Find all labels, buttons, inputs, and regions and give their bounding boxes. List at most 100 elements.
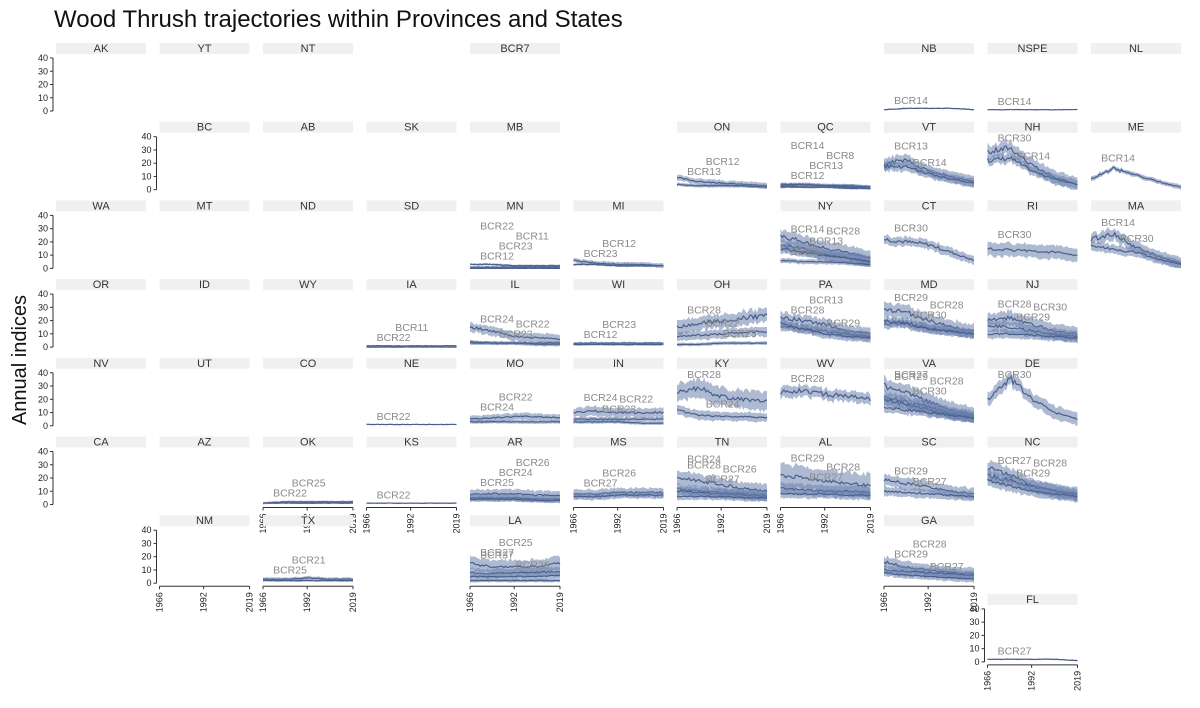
series-label: BCR13: [687, 166, 721, 178]
series-label: BCR28: [1033, 458, 1067, 470]
panel-strip-label: WA: [92, 200, 110, 212]
panel-strip-label: OR: [93, 279, 110, 291]
series-line: [469, 574, 561, 578]
y-tick-label: 40: [38, 368, 48, 378]
panel-strip-label: MO: [506, 358, 524, 370]
series-line: [883, 489, 975, 498]
series-label: BCR22: [499, 392, 533, 404]
panel-ma: MA BCR14 BCR30: [1090, 200, 1182, 269]
y-tick-label: 0: [146, 185, 151, 195]
y-axis-label: Annual indices: [9, 295, 31, 425]
series-label: BCR8: [826, 150, 854, 162]
panel-strip: [573, 200, 664, 212]
panel-strip: [263, 43, 353, 54]
x-tick-label: 1966: [569, 514, 579, 534]
series-label: BCR28: [930, 300, 964, 312]
panel-strip: [677, 279, 767, 291]
panel-strip: [263, 436, 353, 448]
series-ribbon: [884, 233, 974, 266]
series-label: BCR29: [894, 371, 928, 383]
panel-strip: [56, 436, 146, 448]
x-tick-label: 2019: [555, 592, 565, 612]
y-tick-label: 20: [38, 394, 48, 404]
y-tick-label: 30: [38, 66, 48, 76]
series-line: [262, 501, 354, 504]
y-tick-label: 0: [43, 500, 48, 510]
panel-strip-label: CA: [93, 437, 109, 449]
panel-strip-label: ME: [1128, 122, 1145, 134]
panel-strip-label: FL: [1026, 594, 1039, 606]
series-label: BCR26: [516, 457, 550, 469]
series-label: BCR14: [1101, 217, 1135, 229]
series-label: BCR23: [499, 329, 533, 341]
panel-ri: RI BCR30: [987, 200, 1078, 263]
panel-strip: [470, 121, 560, 133]
series-line: [676, 409, 768, 419]
series-label: BCR28: [913, 539, 947, 551]
panel-strip-label: SD: [404, 200, 419, 212]
panel-strip: [987, 43, 1078, 54]
series-label: BCR13: [809, 295, 843, 307]
series-line: [573, 493, 664, 498]
y-tick-label: 30: [38, 460, 48, 470]
series-label: BCR13: [809, 160, 843, 172]
panel-vt: VT BCR13 BCR14: [883, 121, 975, 188]
series-line: [883, 318, 975, 335]
panel-nt: NT: [263, 43, 353, 55]
panel-strip-label: MT: [197, 200, 213, 212]
panel-strip: [677, 357, 767, 369]
panel-or: OR 0 10 20 30 40: [38, 279, 146, 352]
panel-strip: [884, 279, 974, 291]
x-tick-label: 2019: [969, 592, 979, 612]
panel-nm: NM 0 10 20 30 40 1966 1992 2019: [141, 515, 255, 612]
series-line: [262, 577, 354, 581]
y-tick-label: 40: [38, 210, 48, 220]
series-ribbon: [884, 401, 974, 423]
series-label: BCR23: [499, 241, 533, 253]
series-line: [883, 163, 975, 184]
series-line: [469, 263, 561, 267]
series-line: [676, 183, 768, 188]
panel-strip: [56, 200, 146, 212]
panel-strip: [1091, 200, 1181, 212]
panel-yt: YT: [159, 43, 250, 55]
panel-ab: AB: [263, 121, 353, 134]
series-line: [883, 568, 975, 576]
series-label: BCR22: [619, 394, 653, 406]
panel-strip-label: KS: [404, 437, 419, 449]
panel-strip-label: NY: [818, 200, 834, 212]
series-ribbon: [470, 321, 560, 345]
y-tick-label: 10: [969, 644, 979, 654]
series-line: [469, 492, 561, 497]
series-label: BCR30: [791, 246, 825, 258]
y-tick-label: 30: [38, 302, 48, 312]
panel-strip: [884, 43, 974, 54]
series-label: BCR14: [913, 157, 947, 169]
series-label: BCR13: [894, 140, 928, 152]
x-tick-label: 1992: [923, 592, 933, 612]
y-tick-label: 0: [43, 263, 48, 273]
series-label: BCR27: [930, 561, 964, 573]
series-label: BCR29: [894, 466, 928, 478]
panel-az: AZ: [159, 436, 250, 449]
panel-strip: [1091, 121, 1181, 133]
series-ribbon: [884, 568, 974, 584]
y-tick-label: 20: [38, 473, 48, 483]
series-label: BCR28: [687, 304, 721, 316]
panel-strip: [780, 436, 871, 448]
panel-strip-label: NM: [196, 515, 213, 527]
series-label: BCR27: [913, 476, 947, 488]
series-line: [676, 313, 768, 329]
panel-strip-label: GA: [921, 515, 938, 527]
panel-ks: KS 1966 1992 2019 BCR22: [362, 436, 462, 534]
series-label: BCR22: [273, 488, 307, 500]
series-ribbon: [470, 412, 560, 423]
panel-strip-label: AR: [507, 437, 522, 449]
series-ribbon: [677, 404, 767, 423]
